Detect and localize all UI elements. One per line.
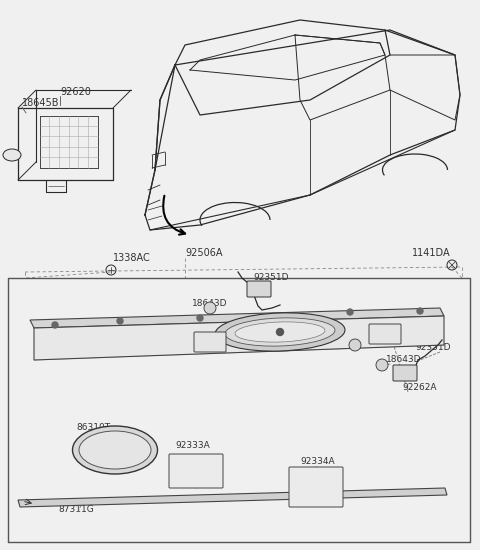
Text: 18643D: 18643D <box>192 300 228 309</box>
Text: 86310T: 86310T <box>76 422 110 432</box>
Text: 92506A: 92506A <box>185 248 223 258</box>
Text: 92334A: 92334A <box>300 458 335 466</box>
Circle shape <box>276 328 284 336</box>
Text: 92333A: 92333A <box>175 441 210 449</box>
Circle shape <box>349 339 361 351</box>
FancyBboxPatch shape <box>169 454 223 488</box>
FancyBboxPatch shape <box>247 281 271 297</box>
Circle shape <box>347 309 353 315</box>
Polygon shape <box>18 488 447 507</box>
Text: 18645B: 18645B <box>22 98 60 108</box>
Text: 92351D: 92351D <box>253 273 288 283</box>
Circle shape <box>204 302 216 314</box>
Circle shape <box>52 322 58 328</box>
Text: 18643D: 18643D <box>386 355 421 365</box>
Polygon shape <box>34 316 444 360</box>
Text: 1141DA: 1141DA <box>412 248 451 258</box>
Circle shape <box>376 359 388 371</box>
Circle shape <box>197 315 203 321</box>
Ellipse shape <box>79 431 151 469</box>
Ellipse shape <box>225 318 335 346</box>
Text: 1338AC: 1338AC <box>113 253 151 263</box>
Text: 92351D: 92351D <box>415 344 451 353</box>
Text: 82315B: 82315B <box>360 333 395 343</box>
Text: 92262A: 92262A <box>402 383 436 393</box>
Ellipse shape <box>72 426 157 474</box>
FancyBboxPatch shape <box>194 332 226 352</box>
Text: 92620: 92620 <box>60 87 91 97</box>
Circle shape <box>117 318 123 324</box>
FancyBboxPatch shape <box>369 324 401 344</box>
FancyBboxPatch shape <box>289 467 343 507</box>
Ellipse shape <box>215 313 345 351</box>
Ellipse shape <box>3 149 21 161</box>
Text: 92261A: 92261A <box>230 326 264 334</box>
FancyBboxPatch shape <box>393 365 417 381</box>
Text: KIA: KIA <box>103 443 127 456</box>
Circle shape <box>417 308 423 314</box>
Ellipse shape <box>235 322 325 342</box>
Text: 87311G: 87311G <box>58 505 94 514</box>
Polygon shape <box>30 308 444 328</box>
